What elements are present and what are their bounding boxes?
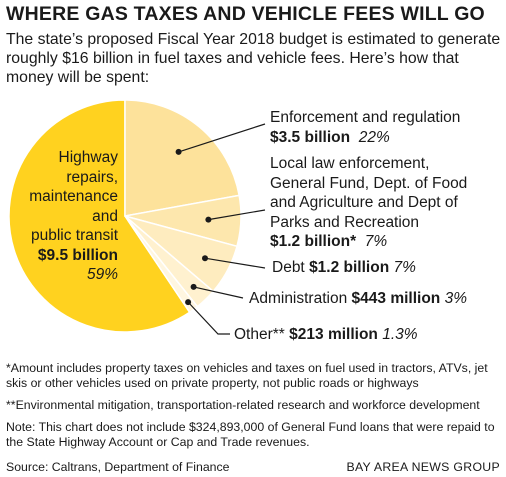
slice-label-enforcement: Enforcement and regulation $3.5 billion …: [270, 108, 460, 147]
leader-line-debt: [204, 257, 266, 269]
slice-label-debt: Debt $1.2 billion 7%: [272, 258, 416, 278]
highway-line-2: repairs,: [66, 168, 118, 186]
local-line-3: and Agriculture and Dept of: [270, 194, 458, 211]
slice-enforcement: [124, 99, 241, 217]
local-line-1: Local law enforcement,: [270, 155, 430, 172]
leader-line-enforcement: [178, 123, 266, 153]
admin-name: Administration: [249, 290, 348, 307]
footnote-1: *Amount includes property taxes on vehic…: [6, 361, 488, 390]
leader-line-local: [208, 209, 266, 221]
admin-amount: $443 million: [351, 290, 441, 307]
other-name: Other**: [234, 326, 285, 343]
chart-subtitle: The state’s proposed Fiscal Year 2018 bu…: [6, 31, 501, 86]
debt-name: Debt: [272, 259, 305, 276]
other-percent: 1.3%: [382, 326, 418, 343]
enforcement-value: $3.5 billion 22%: [270, 128, 390, 146]
slice-label-local: Local law enforcement, General Fund, Dep…: [270, 154, 467, 252]
leader-dot-other: [185, 299, 192, 306]
source-line: Source: Caltrans, Department of Finance: [6, 460, 230, 474]
leader-line-administration: [193, 286, 244, 299]
leader-line-other: [187, 301, 230, 335]
slice-label-other: Other** $213 million 1.3%: [234, 325, 418, 345]
debt-percent: 7%: [393, 259, 416, 276]
chart-note: Note: This chart does not include $324,8…: [6, 420, 495, 449]
highway-line-1: Highway: [58, 149, 118, 166]
leader-dot-local: [205, 216, 212, 223]
highway-line-3: maintenance: [29, 188, 118, 205]
leader-dot-enforcement: [175, 148, 182, 155]
local-line-2: General Fund, Dept. of Food: [270, 174, 468, 192]
leader-dot-debt: [202, 255, 208, 262]
highway-amount: $9.5 billion: [37, 246, 118, 264]
admin-percent: 3%: [444, 290, 467, 307]
slice-label-highway: Highway repairs, maintenance and public …: [22, 148, 118, 285]
enforcement-name: Enforcement and regulation: [270, 109, 461, 126]
credit-line: BAY AREA NEWS GROUP: [346, 460, 500, 474]
highway-percent: 59%: [86, 266, 118, 283]
highway-line-4: and: [92, 207, 118, 225]
other-amount: $213 million: [289, 326, 378, 343]
local-line-4: Parks and Recreation: [270, 213, 420, 231]
slice-highway: [8, 99, 191, 333]
slice-label-administration: Administration $443 million 3%: [249, 289, 467, 309]
local-value: $1.2 billion* 7%: [270, 233, 388, 250]
footnote-2: **Environmental mitigation, transportati…: [6, 398, 480, 412]
slice-other: [124, 215, 199, 314]
chart-title: WHERE GAS TAXES AND VEHICLE FEES WILL GO: [6, 3, 485, 25]
debt-amount: $1.2 billion: [309, 259, 390, 276]
highway-line-5: public transit: [30, 227, 118, 244]
leader-dot-administration: [190, 283, 197, 290]
